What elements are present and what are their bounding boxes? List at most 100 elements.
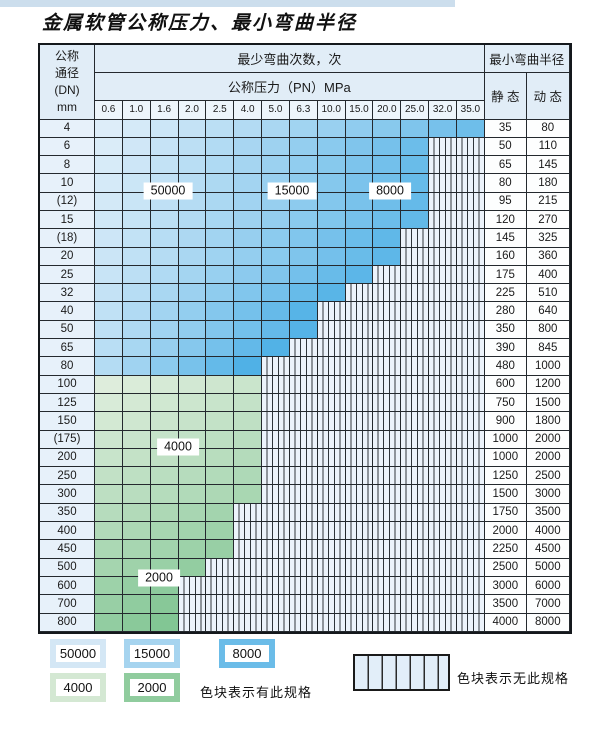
no-spec-cell [345, 393, 374, 413]
no-spec-cell [345, 412, 374, 431]
spec-cell [150, 247, 179, 266]
spec-cell [206, 412, 235, 431]
dn-cell: 6 [40, 137, 95, 157]
spec-cell [289, 247, 318, 266]
no-spec-cell [289, 522, 318, 541]
no-spec-cell [456, 229, 485, 248]
no-spec-cell [345, 485, 374, 504]
no-spec-cell [345, 503, 374, 523]
spec-cell [95, 558, 123, 577]
no-spec-cell [373, 576, 402, 596]
spec-cell [95, 540, 123, 559]
pressure-tick: 1.6 [150, 101, 179, 120]
no-spec-cell [373, 430, 402, 449]
static-value-cell: 35 [484, 119, 527, 138]
spec-cell [262, 137, 290, 157]
no-spec-cell [456, 357, 485, 376]
no-spec-cell [317, 320, 346, 340]
no-spec-cell [206, 613, 235, 632]
spec-cell [150, 485, 179, 504]
no-spec-cell [456, 448, 485, 468]
no-spec-cell [289, 467, 318, 486]
no-spec-cell [317, 430, 346, 449]
no-spec-cell [456, 540, 485, 559]
no-spec-cell [345, 576, 374, 596]
spec-cell [95, 393, 123, 413]
dynamic-value-cell: 800 [526, 320, 570, 340]
cycle-label-2000: 2000 [138, 569, 180, 587]
dn-column-header: 公称 通径 (DN) mm [40, 45, 95, 120]
spec-cell [234, 137, 263, 157]
spec-cell [234, 229, 263, 248]
spec-cell [150, 613, 179, 632]
dn-cell: 800 [40, 613, 95, 632]
no-spec-cell [456, 558, 485, 577]
no-spec-cell [234, 522, 263, 541]
spec-cell [206, 357, 235, 376]
spec-cell [206, 430, 235, 449]
no-spec-cell [401, 467, 430, 486]
spec-cell [150, 412, 179, 431]
spec-cell [122, 320, 151, 340]
spec-cell [150, 375, 179, 394]
no-spec-cell [262, 613, 290, 632]
spec-cell [178, 412, 207, 431]
no-spec-cell [234, 576, 263, 596]
no-spec-cell [289, 448, 318, 468]
bend-cycles-header: 最少弯曲次数，次 [95, 45, 485, 73]
spec-cell [122, 613, 151, 632]
no-spec-cell [456, 576, 485, 596]
spec-cell [150, 393, 179, 413]
spec-cell [345, 210, 374, 230]
dynamic-column-header: 动 态 [526, 73, 570, 120]
dynamic-value-cell: 510 [526, 284, 570, 303]
no-spec-cell [401, 393, 430, 413]
dynamic-value-cell: 400 [526, 265, 570, 285]
no-spec-cell [373, 540, 402, 559]
spec-cell [95, 192, 123, 211]
no-spec-cell [289, 613, 318, 632]
pressure-tick: 15.0 [345, 101, 374, 120]
no-spec-cell [429, 137, 457, 157]
no-spec-cell [262, 522, 290, 541]
dn-cell: 300 [40, 485, 95, 504]
no-spec-cell [262, 540, 290, 559]
pressure-tick: 6.3 [289, 101, 318, 120]
spec-cell [178, 320, 207, 340]
no-spec-cell [317, 448, 346, 468]
static-value-cell: 280 [484, 302, 527, 321]
spec-cell [150, 503, 179, 523]
spec-cell [234, 284, 263, 303]
spec-cell [206, 375, 235, 394]
spec-cell [206, 284, 235, 303]
spec-cell [178, 247, 207, 266]
no-spec-cell [317, 558, 346, 577]
no-spec-cell [373, 339, 402, 358]
spec-cell [95, 302, 123, 321]
static-value-cell: 2250 [484, 540, 527, 559]
spec-cell [122, 485, 151, 504]
no-spec-cell [373, 503, 402, 523]
spec-cell [178, 540, 207, 559]
no-spec-cell [234, 503, 263, 523]
no-spec-cell [206, 595, 235, 614]
spec-cell [178, 265, 207, 285]
spec-cell [178, 339, 207, 358]
dynamic-value-cell: 80 [526, 119, 570, 138]
spec-cell [150, 265, 179, 285]
static-value-cell: 4000 [484, 613, 527, 632]
spec-cell [122, 467, 151, 486]
dynamic-value-cell: 7000 [526, 595, 570, 614]
spec-cell [178, 156, 207, 175]
spec-cell [345, 137, 374, 157]
spec-cell [178, 357, 207, 376]
no-spec-cell [234, 540, 263, 559]
spec-cell [206, 339, 235, 358]
pressure-tick: 0.6 [95, 101, 123, 120]
dynamic-value-cell: 4000 [526, 522, 570, 541]
static-value-cell: 390 [484, 339, 527, 358]
no-spec-cell [429, 540, 457, 559]
no-spec-cell [401, 485, 430, 504]
spec-cell [206, 302, 235, 321]
spec-cell [429, 119, 457, 138]
